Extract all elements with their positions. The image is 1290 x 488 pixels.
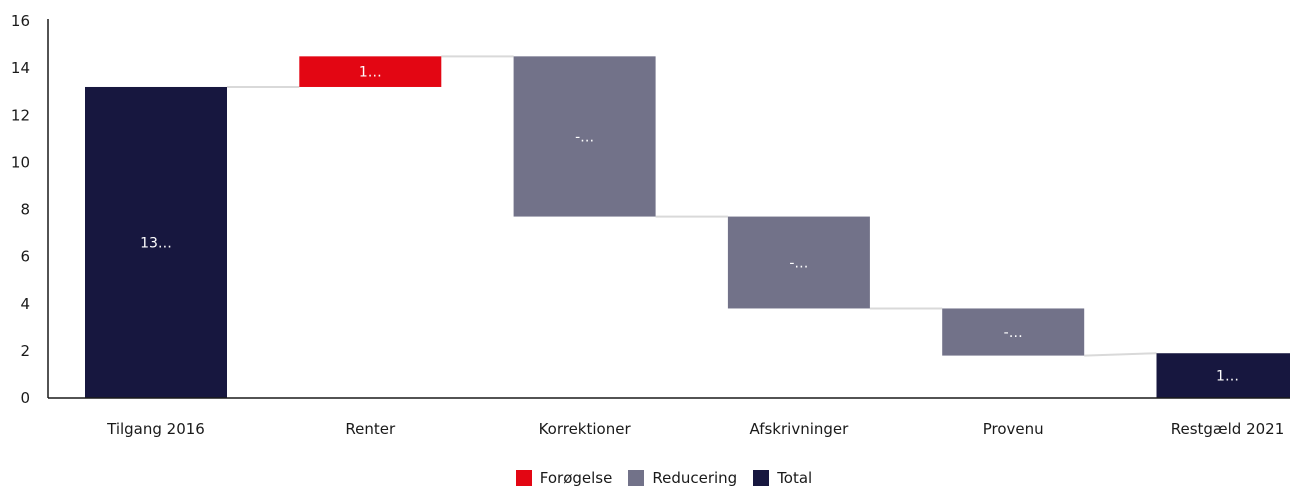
legend: Forøgelse Reducering Total: [0, 468, 1290, 488]
y-tick-label: 2: [20, 342, 30, 360]
connector-lines: [227, 55, 1157, 357]
y-tick-label: 0: [20, 389, 30, 407]
x-tick-label: Korrektioner: [539, 420, 632, 438]
y-tick-label: 12: [11, 106, 30, 124]
x-tick-label: Renter: [345, 420, 396, 438]
y-tick-label: 4: [20, 295, 30, 313]
connector-line: [1084, 352, 1157, 357]
legend-swatch-total: [753, 470, 770, 486]
waterfall-chart: 0 2 4 6 8 10 12 14 16 13… 1… -… -… -… 1… Tilgang 2016…: [11, 12, 1290, 438]
y-axis-ticks: 0 2 4 6 8 10 12 14 16: [11, 12, 30, 407]
bar-value-label: -…: [1004, 325, 1023, 341]
bar-decrease: [942, 308, 1085, 356]
bar-value-label: -…: [789, 256, 808, 272]
legend-label-increase: Forøgelse: [539, 469, 613, 487]
y-tick-label: 8: [20, 201, 30, 219]
bar-value-label: 1…: [1216, 369, 1239, 385]
bar-labels: 13… 1… -… -… -… 1…: [140, 65, 1239, 385]
x-axis-labels: Tilgang 2016 Renter Korrektioner Afskrivnin…: [106, 420, 1284, 438]
bars: [85, 56, 1290, 398]
y-tick-label: 16: [11, 12, 30, 30]
y-tick-label: 6: [20, 248, 30, 266]
bar-decrease: [513, 56, 656, 217]
bar-total: [85, 86, 227, 398]
legend-item-total: Total: [753, 469, 812, 487]
legend-item-increase: Forøgelse: [515, 469, 613, 487]
y-tick-label: 10: [11, 153, 30, 171]
bar-value-label: 13…: [140, 235, 172, 251]
legend-item-decrease: Reducering: [628, 469, 737, 487]
x-tick-label: Provenu: [983, 420, 1044, 438]
bar-value-label: 1…: [359, 65, 382, 81]
legend-label-total: Total: [777, 469, 813, 487]
bar-decrease: [727, 216, 870, 309]
x-tick-label: Afskrivninger: [749, 420, 849, 438]
x-tick-label: Tilgang 2016: [106, 420, 205, 438]
legend-swatch-increase: [515, 470, 532, 486]
bar-value-label: -…: [575, 129, 594, 145]
bar-increase: [299, 56, 442, 87]
bar-total: [1156, 353, 1290, 398]
x-tick-label: Restgæld 2021: [1171, 420, 1285, 438]
y-tick-label: 14: [11, 59, 30, 77]
legend-label-decrease: Reducering: [652, 469, 738, 487]
legend-swatch-decrease: [628, 470, 645, 486]
